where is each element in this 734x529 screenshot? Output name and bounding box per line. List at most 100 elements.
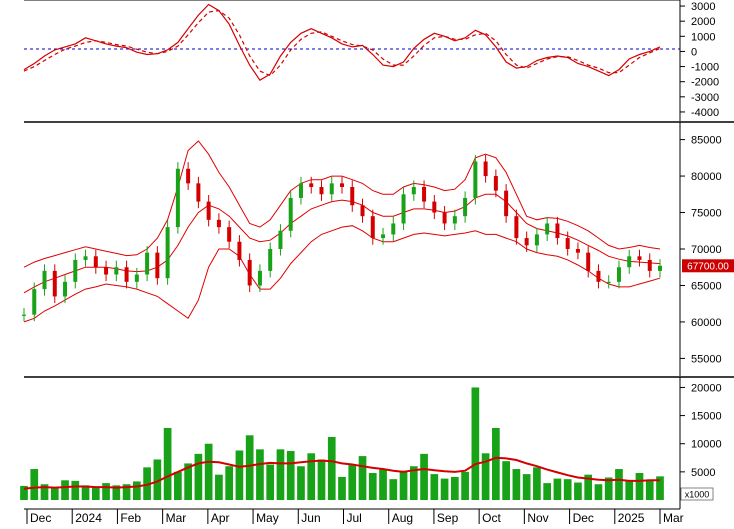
price-lines xyxy=(22,140,662,323)
volume-bar xyxy=(635,472,644,500)
volume-bar xyxy=(143,467,151,500)
volume-bar xyxy=(368,472,377,500)
volume-bar xyxy=(604,477,613,500)
price-candle xyxy=(278,230,283,249)
price-candle xyxy=(555,223,560,239)
volume-bar xyxy=(594,484,603,500)
price-tick-label: 55000 xyxy=(691,353,722,365)
macd-series-signal xyxy=(23,9,661,77)
price-candle xyxy=(504,190,509,217)
macd-ticks: 3000 2000 1000 0 -1000 -2000 -3000 -4000 xyxy=(680,1,719,119)
month-label: Dec xyxy=(30,511,51,525)
volume-ma xyxy=(23,456,660,490)
price-candle xyxy=(575,249,580,253)
price-candle xyxy=(237,241,242,260)
volume-bar xyxy=(574,482,582,500)
macd-tick-label: -1000 xyxy=(691,62,719,74)
volume-bar xyxy=(61,480,69,500)
price-candle xyxy=(63,281,68,297)
volume-bar xyxy=(40,484,49,500)
volume-bar xyxy=(461,471,469,500)
month-label: 2025 xyxy=(618,511,645,525)
volume-bars xyxy=(20,387,664,500)
price-candle xyxy=(493,176,498,191)
volume-ticks: 20000 15000 10000 5000 xyxy=(680,382,722,479)
volume-bar xyxy=(122,484,131,500)
last-price-label: 67700.00 xyxy=(687,261,729,272)
volume-bar xyxy=(50,488,59,500)
price-candle xyxy=(22,314,26,316)
volume-bar xyxy=(625,481,634,500)
volume-bar xyxy=(492,427,500,500)
price-series-bollinger_middle xyxy=(23,193,661,294)
month-label: May xyxy=(256,511,279,525)
price-candle xyxy=(422,187,427,202)
price-candle xyxy=(565,238,570,249)
price-candle xyxy=(658,265,662,271)
price-candle xyxy=(319,187,324,195)
price-candle xyxy=(647,259,652,271)
price-series-bollinger_lower xyxy=(23,225,661,323)
price-candle xyxy=(165,227,170,279)
volume-bar xyxy=(543,483,552,500)
volume-bar xyxy=(245,435,254,500)
price-candle xyxy=(73,259,78,282)
macd-lines xyxy=(23,3,661,82)
macd-tick-label: -2000 xyxy=(691,77,719,89)
price-candle xyxy=(134,274,139,282)
volume-tick-label: 15000 xyxy=(691,411,722,423)
price-candle xyxy=(483,161,488,177)
volume-tick-label: 5000 xyxy=(691,467,715,479)
volume-bar xyxy=(645,479,654,500)
volume-bar xyxy=(235,450,244,500)
month-label: Aug xyxy=(392,511,413,525)
price-candle xyxy=(473,161,478,198)
price-candle xyxy=(42,270,47,290)
macd-tick-label: 0 xyxy=(691,46,697,58)
volume-bar xyxy=(132,481,141,500)
price-candle xyxy=(596,270,601,282)
volume-bar xyxy=(399,470,408,500)
volume-bar xyxy=(153,459,162,500)
price-tick-label: 65000 xyxy=(691,280,722,292)
price-candle xyxy=(83,256,88,260)
month-label: 2024 xyxy=(75,511,102,525)
price-candle xyxy=(124,267,129,282)
price-candle xyxy=(545,223,550,235)
price-candle xyxy=(268,249,273,271)
volume-bar xyxy=(615,469,623,500)
price-candle xyxy=(360,205,365,217)
price-candle xyxy=(616,267,621,282)
month-label: Mar xyxy=(663,511,684,525)
price-candle xyxy=(627,256,632,268)
price-candle xyxy=(432,201,437,213)
price-candle xyxy=(391,223,396,235)
price-candle xyxy=(104,267,109,275)
volume-bar xyxy=(286,451,295,500)
volume-bar xyxy=(409,466,418,500)
price-candle xyxy=(288,197,293,231)
volume-bar xyxy=(174,471,182,500)
volume-bar xyxy=(522,474,531,500)
volume-bar xyxy=(563,479,572,500)
price-candle xyxy=(155,252,160,279)
month-label: Nov xyxy=(527,511,548,525)
volume-bar xyxy=(307,453,316,500)
month-label: Feb xyxy=(120,511,141,525)
macd-series-macd xyxy=(23,3,661,82)
price-candle xyxy=(227,227,232,242)
price-candle xyxy=(329,183,334,195)
volume-bar xyxy=(163,427,172,500)
price-series-bollinger_upper xyxy=(23,140,661,268)
volume-bar xyxy=(71,480,80,500)
volume-unit-box xyxy=(680,487,714,501)
volume-bar xyxy=(430,474,439,500)
volume-bar xyxy=(338,476,346,500)
volume-bar xyxy=(204,443,213,500)
volume-bar xyxy=(533,467,541,500)
volume-bar xyxy=(184,463,192,500)
price-candle xyxy=(637,256,642,260)
volume-bar xyxy=(512,469,521,500)
price-candle xyxy=(298,183,303,198)
